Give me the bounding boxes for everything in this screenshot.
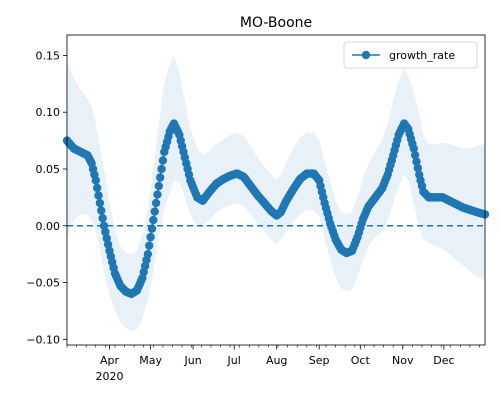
y-tick-label: −0.05	[26, 277, 60, 290]
data-point	[154, 181, 164, 191]
x-tick-label: Nov	[392, 354, 414, 367]
x-tick-label: Jul	[227, 354, 241, 367]
legend-marker-swatch	[361, 50, 371, 60]
x-tick-label: Aug	[266, 354, 287, 367]
data-point	[413, 163, 423, 173]
series-layer	[62, 119, 490, 299]
plot-frame	[66, 34, 486, 346]
data-point	[153, 190, 162, 199]
data-point	[91, 176, 100, 185]
data-point	[143, 249, 153, 259]
data-point	[95, 198, 105, 208]
x-year-label: 2020	[95, 370, 123, 383]
legend-label: growth_rate	[389, 49, 455, 62]
x-tick-label: Jun	[183, 354, 201, 367]
data-point	[97, 206, 106, 215]
data-point	[92, 183, 102, 193]
data-point	[409, 144, 418, 153]
data-point	[98, 214, 107, 223]
legend: growth_rate	[343, 41, 478, 69]
legend-box	[343, 41, 478, 69]
x-tick-label: Apr	[100, 354, 120, 367]
data-point	[150, 207, 159, 216]
y-tick-label: 0.05	[36, 163, 61, 176]
x-tick-label: Sep	[309, 354, 330, 367]
x-tick-label: May	[139, 354, 162, 367]
y-tick-label: 0.00	[36, 220, 61, 233]
axes-layer: −0.10 −0.05 0.00 0.05 0.10 0.15 Apr May Jun Jul Au…	[26, 34, 486, 383]
data-point	[412, 157, 421, 166]
data-point	[151, 198, 161, 208]
data-point	[147, 224, 157, 233]
x-tick-label: Dec	[433, 354, 454, 367]
data-point	[410, 150, 420, 160]
data-point	[146, 232, 155, 242]
data-point	[158, 156, 168, 165]
y-tick-label: −0.10	[26, 333, 60, 346]
chart-title: MO-Boone	[240, 15, 312, 31]
data-point	[157, 164, 166, 174]
data-point	[149, 215, 158, 225]
data-point	[102, 234, 111, 243]
data-point	[145, 241, 154, 250]
y-tick-label: 0.15	[36, 49, 61, 62]
data-point	[99, 221, 109, 230]
data-point	[94, 191, 103, 200]
data-point	[155, 173, 165, 182]
y-tick-label: 0.10	[36, 106, 61, 119]
data-point	[101, 227, 110, 237]
data-point	[103, 240, 113, 249]
x-tick-label: Oct	[351, 354, 371, 367]
